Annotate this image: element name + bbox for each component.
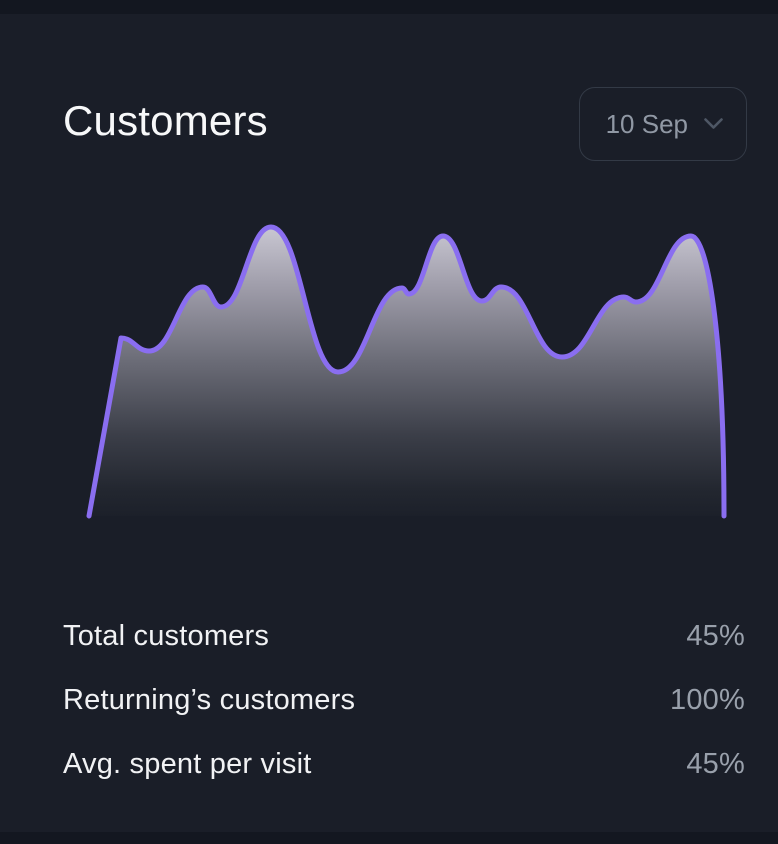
customers-card: Customers 10 Sep Total customers 45% Ret… <box>0 14 778 832</box>
stat-label: Returning’s customers <box>63 683 356 716</box>
page-title: Customers <box>63 97 268 144</box>
stat-label: Avg. spent per visit <box>63 747 312 780</box>
date-range-label: 10 Sep <box>605 108 688 139</box>
stats-list: Total customers 45% Returning’s customer… <box>63 614 745 806</box>
stat-label: Total customers <box>63 619 270 652</box>
stat-row-total-customers: Total customers 45% <box>63 614 745 658</box>
chevron-down-icon <box>703 117 724 131</box>
stat-value: 100% <box>670 683 745 716</box>
area-series-path <box>86 224 727 519</box>
date-range-button[interactable]: 10 Sep <box>578 87 747 161</box>
stat-value: 45% <box>686 619 745 652</box>
customers-area-chart <box>86 224 727 519</box>
stat-value: 45% <box>686 747 745 780</box>
stat-row-avg-spent: Avg. spent per visit 45% <box>63 742 745 786</box>
stat-row-returning-customers: Returning’s customers 100% <box>63 678 745 722</box>
